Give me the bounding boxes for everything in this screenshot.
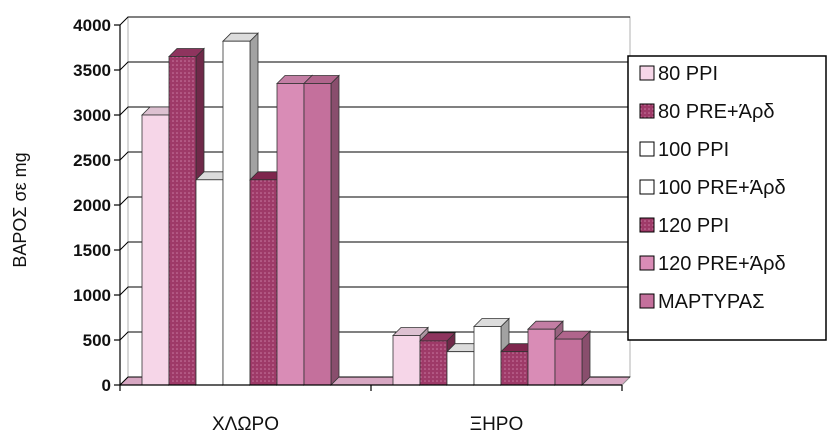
- bar-side: [330, 74, 340, 386]
- legend-label: 120 PRE+Άρδ: [658, 253, 786, 275]
- legend-swatch: [639, 103, 655, 119]
- bar-front: [168, 56, 197, 386]
- x-tick-label: ΞΗΡΟ: [470, 414, 524, 435]
- bar: [303, 74, 340, 386]
- bar-front: [392, 335, 421, 386]
- y-tick-label: 3000: [73, 106, 111, 125]
- y-tick-label: 500: [83, 331, 111, 350]
- bar-front: [473, 326, 502, 386]
- legend-box: [627, 55, 827, 341]
- bar-front: [222, 40, 251, 386]
- bar: [554, 330, 591, 386]
- bar-front: [527, 328, 556, 386]
- x-axis: ΧΛΩΡΟ ΞΗΡΟ: [119, 384, 623, 435]
- y-tick-label: 3500: [73, 61, 111, 80]
- legend-swatch: [639, 141, 655, 157]
- legend-swatch: [639, 217, 655, 233]
- bar-front: [554, 338, 583, 386]
- gridline: [119, 241, 630, 251]
- y-axis-title: ΒΑΡΟΣ σε mg: [10, 152, 30, 267]
- legend-item: 100 PPI: [639, 139, 729, 161]
- x-tick-label: ΧΛΩΡΟ: [212, 414, 279, 435]
- gridline: [119, 106, 630, 116]
- bar-front: [500, 351, 529, 386]
- bar-front: [303, 83, 332, 386]
- legend-label: 120 PPI: [658, 215, 729, 237]
- y-tick-label: 2500: [73, 151, 111, 170]
- gridline: [119, 151, 630, 161]
- gridline: [119, 286, 630, 296]
- y-tick-label: 1500: [73, 241, 111, 260]
- bars: [141, 32, 591, 386]
- y-tick-label: 4000: [73, 16, 111, 35]
- y-axis: 0 500 1000 1500 2000 2500 3000 3500 4000: [73, 16, 121, 395]
- bar-side: [581, 330, 591, 386]
- legend-item: 80 PPI: [639, 63, 718, 85]
- y-tick-label: 0: [102, 376, 111, 395]
- legend-item: ΜΑΡΤΥΡΑΣ: [639, 291, 764, 313]
- legend-label: ΜΑΡΤΥΡΑΣ: [658, 291, 764, 313]
- bar-front: [195, 179, 224, 386]
- bar-front: [249, 179, 278, 386]
- legend-item: 120 PRE+Άρδ: [639, 253, 786, 275]
- legend-label: 100 PRE+Άρδ: [658, 177, 786, 199]
- legend-swatch: [639, 65, 655, 81]
- y-tick-label: 2000: [73, 196, 111, 215]
- legend-swatch: [639, 293, 655, 309]
- legend-item: 120 PPI: [639, 215, 729, 237]
- y-tick-label: 1000: [73, 286, 111, 305]
- legend: 80 PPI 80 PRE+Άρδ 100 PPI 100 PRE+Άρδ 120 PP…: [627, 55, 827, 341]
- legend-swatch: [639, 255, 655, 271]
- gridline: [119, 331, 630, 341]
- bar-front: [446, 351, 475, 386]
- bar-front: [141, 114, 170, 386]
- legend-label: 80 PPI: [658, 63, 718, 85]
- legend-label: 100 PPI: [658, 139, 729, 161]
- gridline: [119, 61, 630, 71]
- legend-label: 80 PRE+Άρδ: [658, 101, 774, 123]
- bar-front: [276, 83, 305, 386]
- bar-front: [419, 340, 448, 386]
- legend-item: 100 PRE+Άρδ: [639, 177, 786, 199]
- legend-item: 80 PRE+Άρδ: [639, 101, 774, 123]
- legend-swatch: [639, 179, 655, 195]
- gridline: [119, 196, 630, 206]
- gridline: [119, 16, 630, 26]
